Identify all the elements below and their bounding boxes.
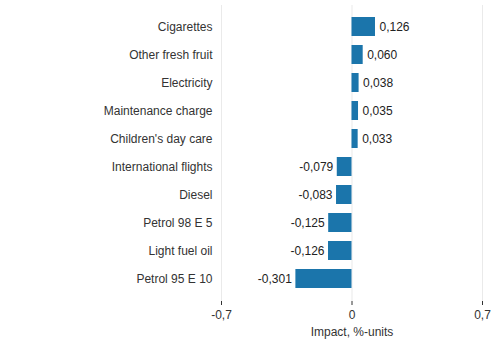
- svg-text:Maintenance charge: Maintenance charge: [104, 104, 213, 118]
- svg-text:International flights: International flights: [112, 160, 213, 174]
- svg-text:-0,7: -0,7: [211, 308, 232, 322]
- svg-text:-0,079: -0,079: [299, 160, 333, 174]
- svg-text:Petrol 98 E 5: Petrol 98 E 5: [143, 216, 213, 230]
- svg-text:0,038: 0,038: [363, 76, 393, 90]
- svg-text:Impact, %-units: Impact, %-units: [311, 325, 394, 339]
- svg-text:-0,083: -0,083: [298, 188, 332, 202]
- svg-text:Diesel: Diesel: [179, 188, 212, 202]
- svg-text:Petrol 95 E 10: Petrol 95 E 10: [136, 272, 212, 286]
- svg-text:Cigarettes: Cigarettes: [158, 20, 213, 34]
- svg-text:0,7: 0,7: [474, 308, 491, 322]
- svg-text:0,035: 0,035: [363, 104, 393, 118]
- svg-text:Electricity: Electricity: [161, 76, 212, 90]
- svg-text:0,033: 0,033: [362, 132, 392, 146]
- svg-text:Other fresh fruit: Other fresh fruit: [129, 48, 213, 62]
- svg-text:0,060: 0,060: [367, 48, 397, 62]
- svg-text:Children's day care: Children's day care: [110, 132, 213, 146]
- svg-text:-0,126: -0,126: [290, 244, 324, 258]
- svg-text:0: 0: [349, 308, 356, 322]
- svg-text:-0,301: -0,301: [258, 272, 292, 286]
- svg-text:Light fuel oil: Light fuel oil: [148, 244, 212, 258]
- svg-text:0,126: 0,126: [379, 20, 409, 34]
- svg-text:-0,125: -0,125: [291, 216, 325, 230]
